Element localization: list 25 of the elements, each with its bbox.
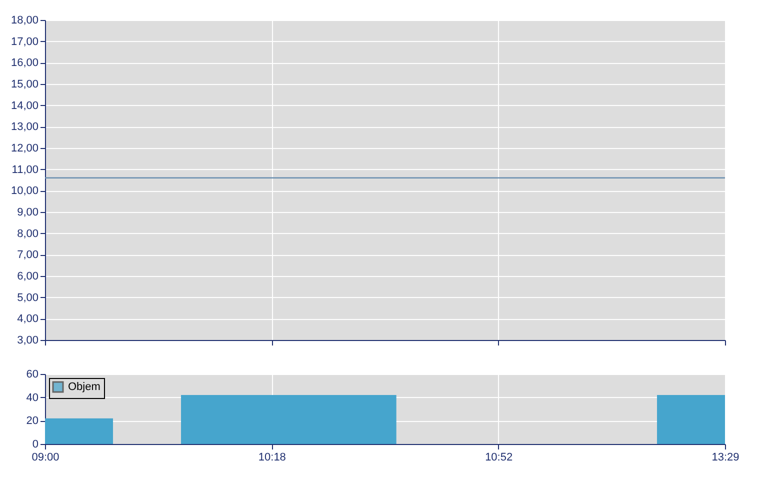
x-tick-label: 09:00 (32, 452, 60, 464)
x-tick-label: 10:18 (258, 452, 286, 464)
y-tick-label: 20 (26, 415, 38, 428)
legend-label: Objem (68, 381, 100, 393)
y-tick-label: 13,00 (10, 121, 38, 134)
y-tick-label: 4,00 (17, 313, 38, 326)
y-tick-label: 16,00 (10, 57, 38, 70)
y-tick-label: 15,00 (10, 78, 38, 90)
y-tick-label: 60 (26, 368, 38, 380)
x-tick-label: 10:52 (485, 452, 513, 464)
y-tick-label: 12,00 (10, 142, 38, 154)
y-tick-label: 0 (32, 438, 38, 450)
y-tick-label: 17,00 (10, 36, 38, 48)
y-tick-label: 9,00 (17, 206, 38, 218)
x-tick-label: 13:29 (712, 452, 740, 464)
y-tick-label: 11,00 (12, 164, 38, 176)
y-tick-label: 18,00 (10, 14, 38, 26)
y-tick-label: 5,00 (17, 292, 38, 304)
y-tick-label: 8,00 (17, 228, 38, 240)
y-tick-label: 3,00 (17, 334, 38, 346)
y-tick-label: 7,00 (17, 249, 38, 262)
y-tick-label: 10,00 (10, 185, 38, 198)
y-tick-label: 6,00 (17, 270, 38, 282)
y-tick-label: 14,00 (10, 100, 38, 112)
y-tick-label: 40 (26, 392, 38, 404)
